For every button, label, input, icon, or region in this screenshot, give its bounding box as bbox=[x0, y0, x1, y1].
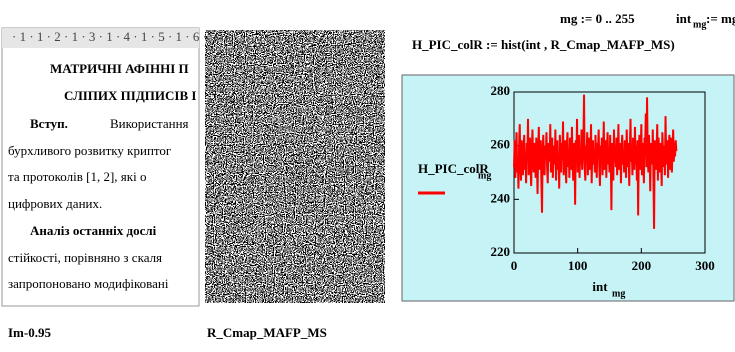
x-tick-label: 200 bbox=[632, 258, 652, 273]
doc-text: запропоновано модифіковані bbox=[8, 276, 169, 291]
noise-image bbox=[205, 30, 385, 303]
doc-text: Аналіз останніх дослі bbox=[30, 223, 157, 238]
doc-text: цифрових даних. bbox=[8, 196, 102, 211]
doc-text: стійкості, порівняно з скаля bbox=[8, 250, 162, 265]
doc-caption: Im-0.95 bbox=[8, 325, 51, 340]
doc-heading: МАТРИЧНІ АФІННІ П bbox=[50, 61, 189, 76]
doc-text: Вступ. bbox=[30, 116, 68, 131]
legend-label-sub: mg bbox=[478, 170, 491, 181]
x-axis-label-sub: mg bbox=[612, 288, 625, 299]
x-axis-label: int bbox=[592, 279, 608, 294]
x-tick-label: 300 bbox=[695, 258, 715, 273]
image-caption: R_Cmap_MAFP_MS bbox=[207, 325, 327, 340]
int-def: int bbox=[676, 11, 692, 26]
x-tick-label: 0 bbox=[511, 258, 518, 273]
hist-def: H_PIC_colR := hist(int , R_Cmap_MAFP_MS) bbox=[412, 37, 675, 52]
doc-text: Використання bbox=[110, 116, 189, 131]
ruler-text: · 1 · 1 · 2 · 1 · 3 · 1 · 4 · 1 · 5 · 1 … bbox=[12, 29, 207, 44]
int-def-sub: mg bbox=[693, 19, 706, 30]
y-tick-label: 280 bbox=[491, 83, 511, 98]
screenshot: · 1 · 1 · 2 · 1 · 3 · 1 · 4 · 1 · 5 · 1 … bbox=[0, 0, 735, 352]
y-tick-label: 260 bbox=[491, 137, 511, 152]
doc-text: та протоколів [1, 2], які о bbox=[8, 169, 146, 184]
doc-text: бурхливого розвитку криптог bbox=[8, 143, 171, 158]
y-tick-label: 240 bbox=[491, 190, 511, 205]
int-def-rhs: := mg bbox=[706, 11, 735, 26]
range-def: mg := 0 .. 255 bbox=[560, 11, 635, 26]
x-tick-label: 100 bbox=[568, 258, 588, 273]
doc-heading: СЛІПИХ ПІДПИСІВ І bbox=[64, 88, 196, 103]
y-tick-label: 220 bbox=[491, 244, 511, 259]
